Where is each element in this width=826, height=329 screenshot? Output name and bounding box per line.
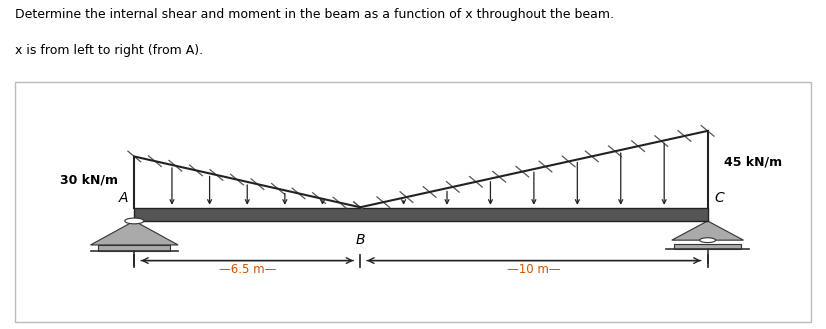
- Text: C: C: [714, 191, 724, 205]
- Text: x is from left to right (from A).: x is from left to right (from A).: [15, 44, 203, 58]
- Bar: [135, 208, 708, 221]
- Text: —10 m—: —10 m—: [507, 263, 561, 276]
- Circle shape: [700, 238, 715, 242]
- Text: —6.5 m—: —6.5 m—: [219, 263, 276, 276]
- Text: 45 kN/m: 45 kN/m: [724, 155, 781, 168]
- Circle shape: [125, 218, 144, 224]
- Text: B: B: [355, 233, 365, 247]
- Text: 30 kN/m: 30 kN/m: [60, 173, 118, 186]
- Polygon shape: [672, 221, 743, 240]
- Text: A: A: [118, 191, 128, 205]
- Polygon shape: [91, 221, 178, 245]
- Text: Determine the internal shear and moment in the beam as a function of x throughou: Determine the internal shear and moment …: [15, 8, 614, 21]
- Bar: [674, 244, 742, 249]
- Bar: [98, 245, 170, 251]
